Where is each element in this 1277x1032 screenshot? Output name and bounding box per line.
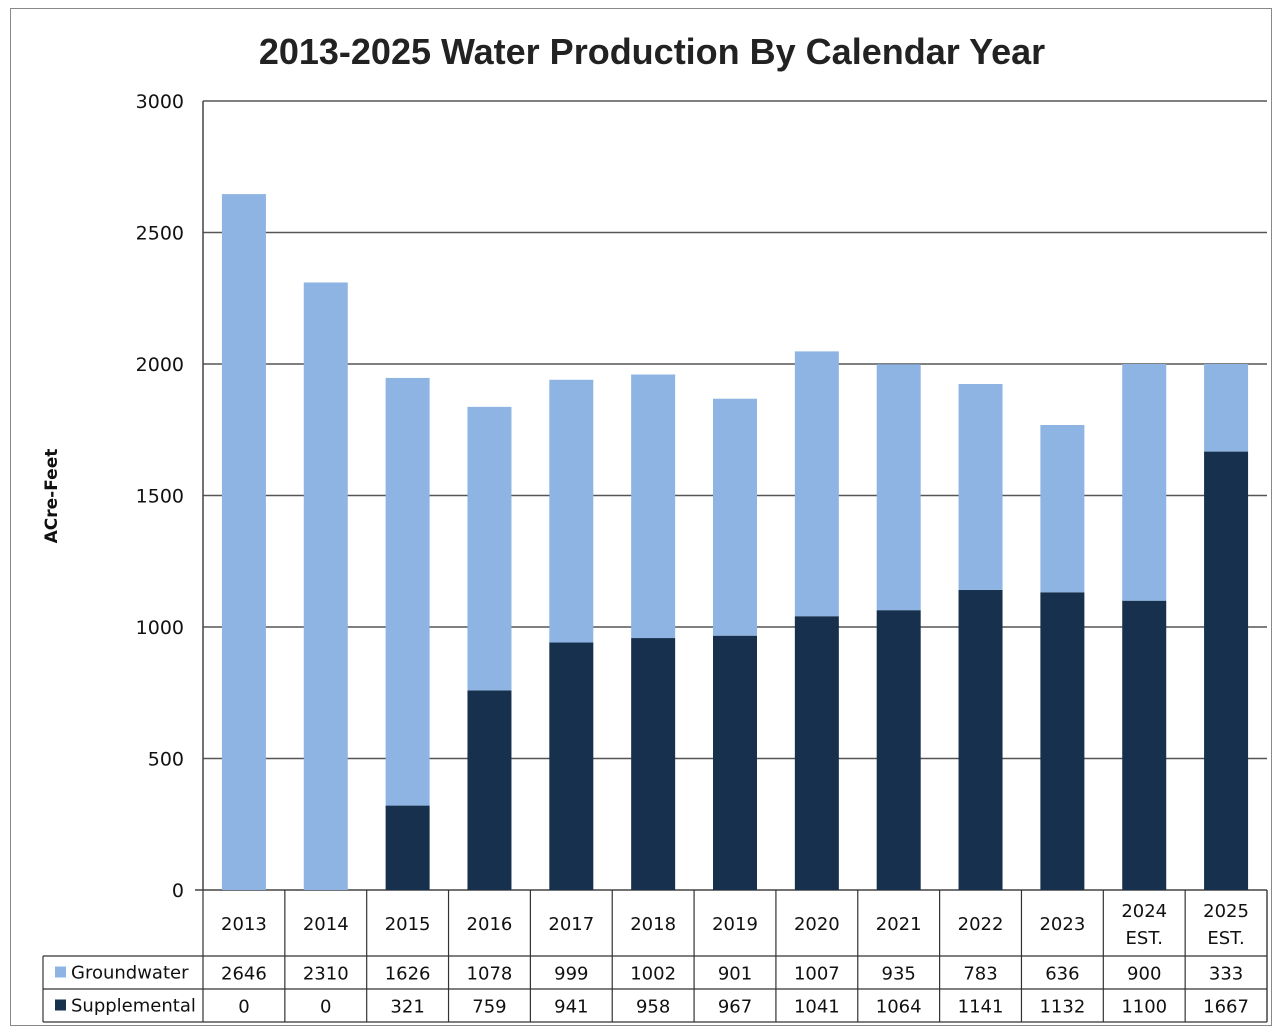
bars — [222, 194, 1248, 890]
x-tick-label: EST. — [1207, 928, 1244, 949]
legend-label-groundwater: Groundwater — [71, 963, 189, 984]
x-tick-label: 2024 — [1121, 901, 1167, 922]
data-label-groundwater: 900 — [1127, 964, 1161, 985]
bar-groundwater-2016 — [467, 407, 511, 691]
bar-supplemental-2023 — [1040, 592, 1084, 890]
data-label-supplemental: 967 — [718, 997, 752, 1018]
bar-supplemental-2021 — [877, 610, 921, 890]
y-tick-label: 0 — [172, 880, 184, 902]
bar-supplemental-2022 — [959, 590, 1003, 890]
bar-groundwater-2021 — [877, 364, 921, 610]
data-label-supplemental: 1041 — [794, 997, 840, 1018]
data-label-groundwater: 1007 — [794, 964, 840, 985]
y-tick-label: 3000 — [136, 91, 184, 113]
data-label-supplemental: 1064 — [876, 997, 922, 1018]
legend-swatch-supplemental — [55, 1000, 66, 1011]
x-tick-label: 2023 — [1039, 914, 1085, 935]
bar-supplemental-2017 — [549, 643, 593, 890]
bar-supplemental-2018 — [631, 638, 675, 890]
data-label-groundwater: 901 — [718, 964, 752, 985]
data-label-groundwater: 783 — [963, 964, 997, 985]
y-tick-label: 1500 — [136, 486, 184, 508]
data-label-supplemental: 0 — [238, 997, 249, 1018]
y-axis-ticks: 0 500 1000 1500 2000 2500 3000 — [136, 91, 184, 902]
data-label-groundwater: 999 — [554, 964, 588, 985]
data-label-groundwater: 2646 — [221, 964, 267, 985]
data-label-supplemental: 1141 — [958, 997, 1004, 1018]
bar-groundwater-2015 — [386, 378, 430, 806]
data-label-supplemental: 1100 — [1121, 997, 1167, 1018]
bar-supplemental-2025-est — [1204, 452, 1248, 890]
x-tick-label: 2014 — [303, 914, 349, 935]
bar-supplemental-2019 — [713, 636, 757, 890]
chart-title: 2013-2025 Water Production By Calendar Y… — [259, 31, 1045, 72]
legend-swatch-groundwater — [55, 967, 66, 978]
data-label-supplemental: 0 — [320, 997, 331, 1018]
bar-supplemental-2015 — [386, 806, 430, 890]
data-label-groundwater: 2310 — [303, 964, 349, 985]
x-tick-label: 2025 — [1203, 901, 1249, 922]
x-tick-label: 2018 — [630, 914, 676, 935]
bar-groundwater-2025-est — [1204, 364, 1248, 452]
bar-supplemental-2016 — [467, 690, 511, 890]
x-tick-label: 2021 — [876, 914, 922, 935]
bar-groundwater-2022 — [959, 384, 1003, 590]
data-table: 2013 2014 2015 2016 2017 2018 2019 2020 2021 2022… — [43, 890, 1267, 1022]
y-tick-label: 2500 — [136, 223, 184, 245]
data-label-groundwater: 1626 — [385, 964, 431, 985]
bar-supplemental-2024-est — [1122, 601, 1166, 890]
bar-groundwater-2017 — [549, 380, 593, 643]
data-label-groundwater: 1002 — [630, 964, 676, 985]
data-label-supplemental: 958 — [636, 997, 670, 1018]
bar-groundwater-2018 — [631, 375, 675, 639]
x-tick-label: 2020 — [794, 914, 840, 935]
x-tick-label: 2022 — [958, 914, 1004, 935]
bar-groundwater-2024-est — [1122, 364, 1166, 601]
x-tick-label: 2013 — [221, 914, 267, 935]
bar-groundwater-2023 — [1040, 425, 1084, 592]
data-label-groundwater: 636 — [1045, 964, 1079, 985]
data-label-supplemental: 1132 — [1039, 997, 1085, 1018]
data-label-supplemental: 941 — [554, 997, 588, 1018]
x-tick-label: EST. — [1126, 928, 1163, 949]
y-tick-label: 1000 — [136, 617, 184, 639]
data-label-groundwater: 1078 — [467, 964, 513, 985]
bar-groundwater-2019 — [713, 399, 757, 636]
bar-groundwater-2014 — [304, 282, 348, 890]
legend-label-supplemental: Supplemental — [71, 996, 196, 1017]
y-axis-label: ACre-Feet — [42, 449, 62, 544]
y-tick-label: 500 — [148, 749, 184, 771]
bar-groundwater-2013 — [222, 194, 266, 890]
x-tick-label: 2019 — [712, 914, 758, 935]
x-tick-label: 2016 — [467, 914, 513, 935]
x-tick-label: 2017 — [548, 914, 594, 935]
x-tick-label: 2015 — [385, 914, 431, 935]
bar-groundwater-2020 — [795, 351, 839, 616]
data-label-supplemental: 1667 — [1203, 997, 1249, 1018]
data-label-groundwater: 333 — [1209, 964, 1243, 985]
data-label-supplemental: 759 — [472, 997, 506, 1018]
data-label-supplemental: 321 — [390, 997, 424, 1018]
y-tick-label: 2000 — [136, 354, 184, 376]
data-label-groundwater: 935 — [882, 964, 916, 985]
bar-supplemental-2020 — [795, 616, 839, 890]
